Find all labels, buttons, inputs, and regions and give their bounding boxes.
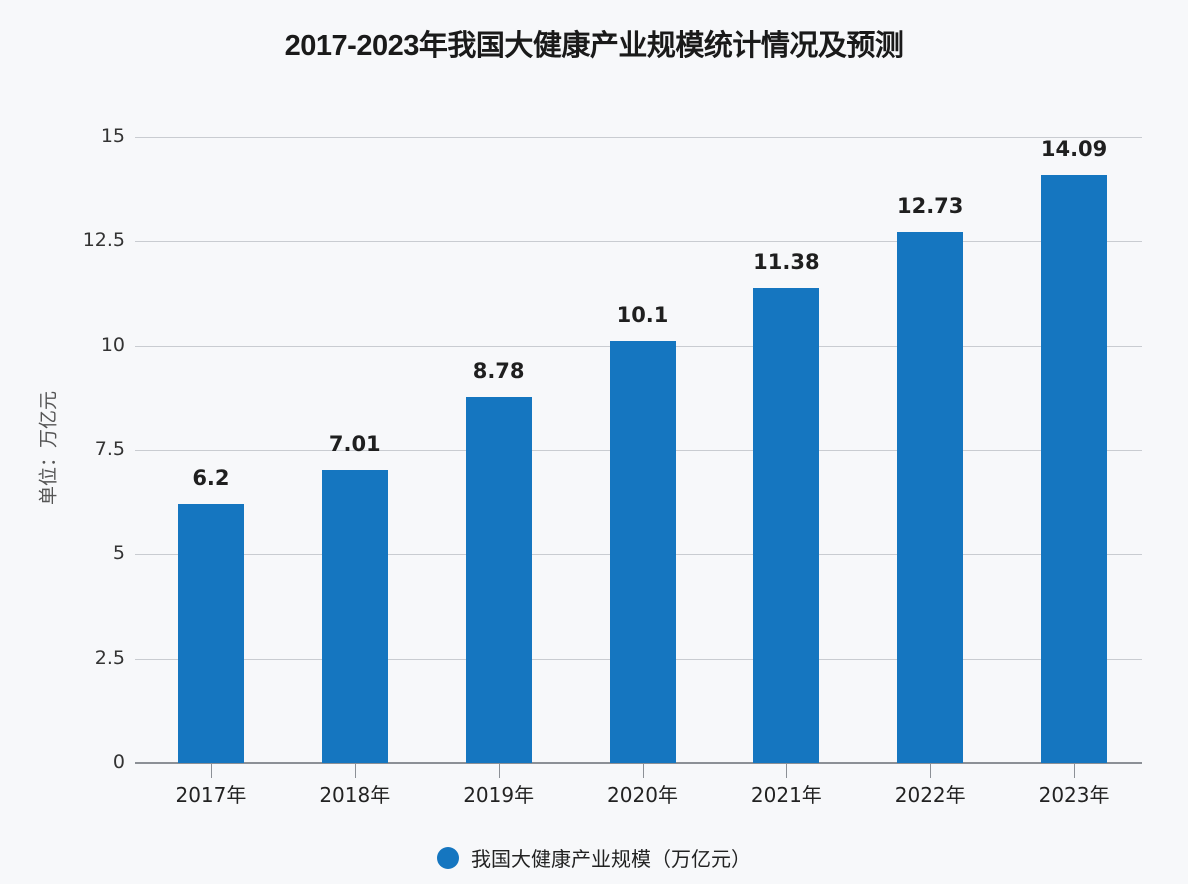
x-tick (210, 764, 212, 778)
x-tick-label: 2021年 (750, 783, 822, 807)
value-label: 6.2 (192, 466, 230, 491)
value-label: 11.38 (753, 250, 820, 275)
gridline (135, 137, 1142, 138)
x-tick-label: 2020年 (607, 783, 678, 807)
legend: 我国大健康产业规模（万亿元） (0, 843, 1188, 872)
x-axis-line (135, 762, 1142, 764)
value-label: 12.73 (896, 193, 964, 218)
value-label: 14.09 (1040, 136, 1108, 161)
y-axis-label: 单位：万亿元 (37, 390, 60, 506)
bar-2018[interactable] (321, 470, 388, 763)
x-tick (498, 764, 500, 778)
x-tick (354, 764, 356, 778)
x-tick (642, 764, 644, 778)
x-tick-label: 2018年 (319, 783, 391, 807)
x-tick-label: 2019年 (463, 783, 535, 807)
bar-2020[interactable] (609, 341, 676, 763)
x-tick-label: 2023年 (1038, 783, 1110, 807)
y-tick-label: 7.5 (94, 438, 125, 460)
y-tick-label: 0 (112, 751, 125, 773)
bar-2021[interactable] (753, 288, 820, 763)
y-tick-label: 10 (100, 333, 125, 356)
value-label: 8.78 (472, 358, 525, 383)
legend-marker-icon (437, 846, 459, 869)
y-tick-label: 12.5 (82, 229, 125, 252)
bar-2022[interactable] (897, 231, 964, 763)
y-tick-label: 2.5 (94, 646, 125, 669)
x-tick-label: 2017年 (175, 783, 247, 807)
gridline (135, 241, 1142, 243)
y-tick-label: 5 (112, 542, 125, 565)
legend-label: 我国大健康产业规模（万亿元） (471, 847, 751, 871)
bar-2017[interactable] (177, 504, 244, 763)
bar-2019[interactable] (465, 396, 532, 763)
value-label: 10.1 (616, 303, 669, 328)
chart-title: 2017-2023年我国大健康产业规模统计情况及预测 (284, 30, 904, 62)
x-tick (1074, 764, 1076, 778)
x-tick (930, 764, 932, 778)
x-tick (786, 764, 788, 778)
value-label: 7.01 (328, 432, 381, 457)
bar-2023[interactable] (1041, 174, 1108, 763)
y-tick-label: 15 (100, 125, 125, 147)
x-tick-label: 2022年 (894, 783, 966, 807)
